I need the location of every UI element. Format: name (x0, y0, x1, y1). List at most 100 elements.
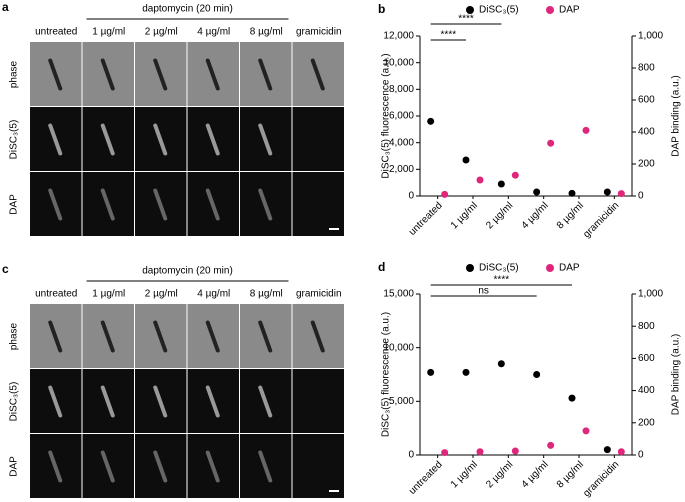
median-point (568, 189, 576, 197)
y2-tick-label: 0 (638, 450, 644, 461)
row-label: DAP (9, 194, 20, 215)
median-point (568, 394, 576, 402)
x-tick-label: 4 µg/ml (520, 459, 551, 490)
column-label: 2 µg/ml (145, 289, 178, 300)
cell (258, 58, 273, 91)
legend-label: DiSC₃(5) (479, 5, 519, 16)
legend-marker (466, 264, 474, 272)
x-tick-label: 1 µg/ml (449, 200, 480, 231)
panel-label: a (2, 0, 9, 14)
y-tick-label: 0 (408, 191, 414, 202)
x-tick-label: 2 µg/ml (484, 459, 515, 490)
row-label: phase (9, 60, 20, 88)
cell (153, 450, 168, 483)
column-label: untreated (35, 289, 77, 300)
median-point (603, 446, 611, 454)
column-label: 1 µg/ml (92, 289, 125, 300)
median-point (497, 180, 505, 188)
median-point (547, 139, 555, 147)
legend-marker (546, 264, 554, 272)
panel-label: b (378, 2, 385, 16)
x-tick-label: untreated (407, 459, 445, 497)
micrograph (292, 434, 344, 498)
y-tick-label: 12,000 (383, 31, 414, 42)
column-label: 2 µg/ml (145, 27, 178, 38)
cell (258, 188, 273, 221)
cell (205, 58, 220, 91)
column-label: gramicidin (296, 27, 342, 38)
legend-label: DAP (559, 5, 580, 16)
y2-tick-label: 800 (638, 321, 655, 332)
annotation: **** (458, 14, 474, 25)
y-tick-label: 10,000 (383, 57, 414, 68)
row-label: phase (9, 322, 20, 350)
y-tick-label: 0 (408, 450, 414, 461)
micrograph (292, 369, 344, 433)
cell (48, 188, 63, 221)
row-label: DiSC₃(5) (9, 120, 20, 160)
y-tick-label: 10,000 (383, 342, 414, 353)
cell (258, 385, 273, 418)
cell (205, 188, 220, 221)
median-point (603, 188, 611, 196)
panel-label: d (378, 260, 385, 274)
median-point (476, 176, 484, 184)
x-tick-label: 8 µg/ml (555, 459, 586, 490)
column-label: 4 µg/ml (197, 27, 230, 38)
median-point (441, 449, 449, 457)
median-point (462, 156, 470, 164)
y-axis-label: DiSC₃(5) fluorescence (a.u.) (381, 312, 392, 437)
y-tick-label: 15,000 (383, 289, 414, 300)
cell (205, 385, 220, 418)
y2-tick-label: 1,000 (638, 289, 663, 300)
cell (205, 320, 220, 353)
column-label: gramicidin (296, 289, 342, 300)
median-point (533, 188, 541, 196)
cell (48, 58, 63, 91)
median-point (462, 368, 470, 376)
cell (153, 320, 168, 353)
x-tick-label: gramicidin (581, 200, 621, 240)
y-tick-label: 2,000 (389, 164, 414, 175)
cell (153, 123, 168, 156)
header: daptomycin (20 min) (142, 4, 233, 15)
median-point (617, 190, 625, 198)
y-tick-label: 4,000 (389, 137, 414, 148)
cell (48, 385, 63, 418)
legend-label: DiSC₃(5) (479, 263, 519, 274)
median-point (427, 117, 435, 125)
y2-tick-label: 800 (638, 63, 655, 74)
column-label: 4 µg/ml (197, 289, 230, 300)
annotation: ns (478, 286, 489, 297)
annotation: **** (494, 275, 510, 286)
column-label: untreated (35, 27, 77, 38)
median-point (476, 448, 484, 456)
cell (205, 123, 220, 156)
x-tick-label: gramicidin (581, 459, 621, 499)
median-point (547, 441, 555, 449)
median-point (511, 171, 519, 179)
annotation: **** (441, 30, 457, 41)
cell (153, 188, 168, 221)
cell (100, 450, 115, 483)
median-point (533, 371, 541, 378)
median-point (427, 368, 435, 376)
cell (258, 320, 273, 353)
micrograph (292, 172, 344, 236)
x-tick-label: 2 µg/ml (484, 200, 515, 231)
cell (100, 123, 115, 156)
y-tick-label: 5,000 (389, 396, 414, 407)
median-point (497, 360, 505, 368)
median-point (582, 427, 590, 435)
header: daptomycin (20 min) (142, 266, 233, 277)
panel-label: c (2, 262, 9, 276)
median-point (441, 190, 449, 198)
cell (48, 320, 63, 353)
y2-tick-label: 200 (638, 159, 655, 170)
cell (153, 385, 168, 418)
cell (153, 58, 168, 91)
cell (100, 188, 115, 221)
micrograph (292, 107, 344, 171)
